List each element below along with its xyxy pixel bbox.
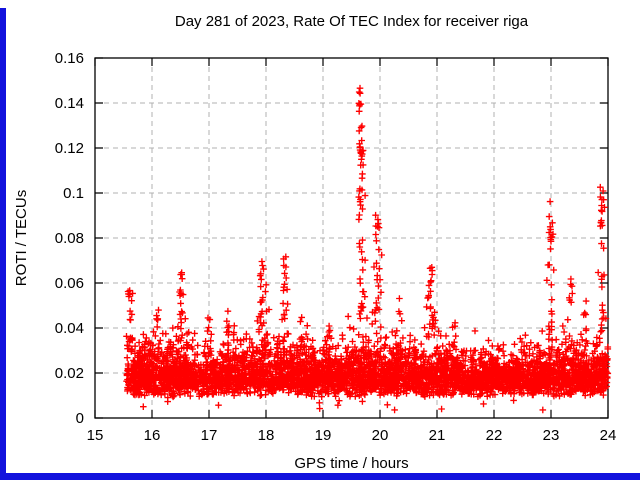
x-tick-label: 16 (144, 427, 161, 444)
y-tick-label: 0.04 (55, 320, 84, 337)
x-tick-label: 18 (258, 427, 275, 444)
x-tick-label: 19 (315, 427, 332, 444)
chart-title: Day 281 of 2023, Rate Of TEC Index for r… (174, 13, 529, 30)
plot-border (94, 57, 609, 419)
y-tick-label: 0.02 (55, 365, 84, 382)
y-tick-label: 0.12 (55, 140, 84, 157)
left-edge-bar (0, 8, 6, 480)
x-axis-label: GPS time / hours (294, 455, 409, 472)
y-tick-label: 0.08 (55, 230, 84, 247)
y-tick-label: 0.16 (55, 50, 84, 67)
y-tick-label: 0.14 (55, 95, 84, 112)
x-tick-label: 24 (600, 427, 617, 444)
y-tick-label: 0.1 (63, 185, 84, 202)
x-tick-label: 17 (201, 427, 218, 444)
x-tick-label: 21 (429, 427, 446, 444)
y-tick-label: 0 (76, 410, 84, 427)
y-tick-label: 0.06 (55, 275, 84, 292)
scatter-points (123, 84, 612, 414)
x-tick-label: 23 (543, 427, 560, 444)
x-tick-label: 15 (87, 427, 104, 444)
x-tick-label: 20 (372, 427, 389, 444)
x-tick-label: 22 (486, 427, 503, 444)
bottom-edge-bar (0, 473, 640, 480)
